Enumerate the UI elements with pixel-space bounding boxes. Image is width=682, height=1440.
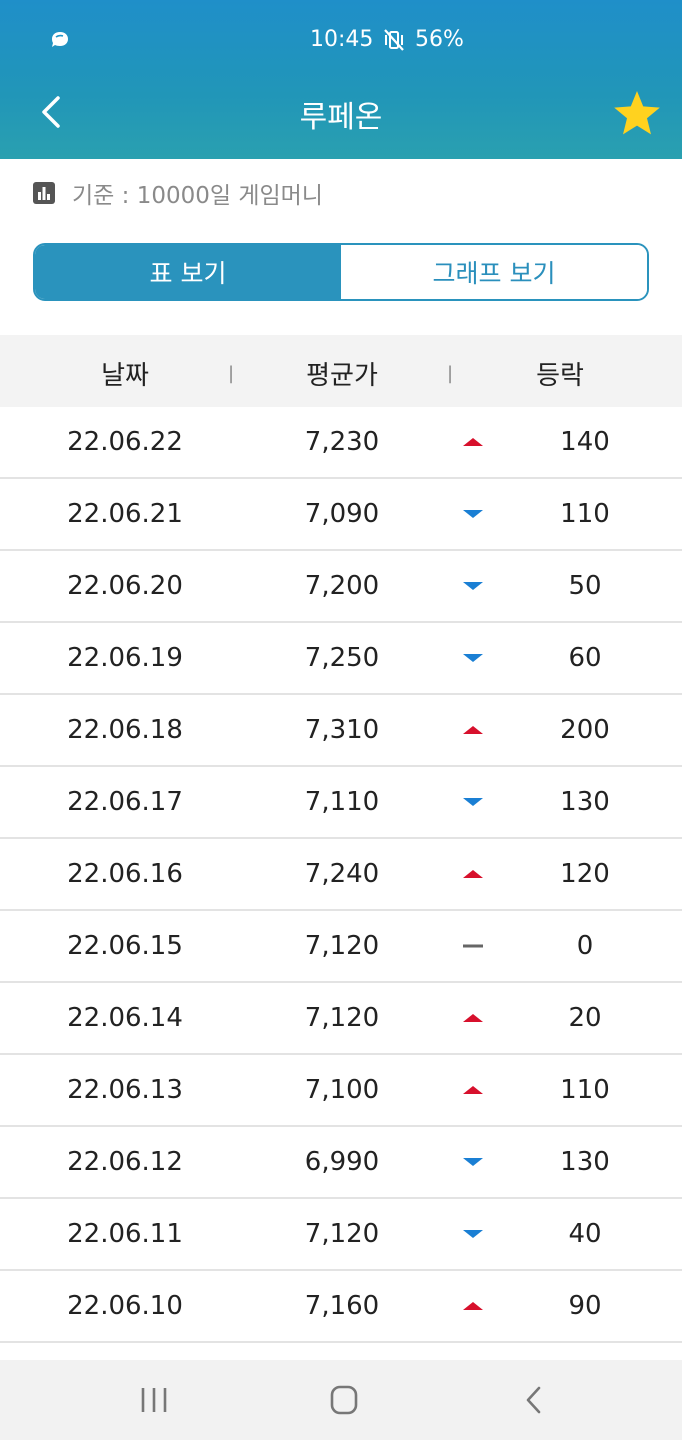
up-arrow-icon xyxy=(463,726,483,734)
table-row: 22.06.12 6,990 130 xyxy=(0,1127,682,1199)
back-button[interactable] xyxy=(30,88,78,136)
table-header: 날짜 | 평균가 | 등락 xyxy=(0,335,682,407)
up-arrow-icon xyxy=(463,438,483,446)
recent-apps-icon[interactable] xyxy=(134,1382,174,1418)
row-change: 110 xyxy=(560,499,610,529)
row-average-price: 7,110 xyxy=(304,787,380,817)
row-change: 0 xyxy=(576,931,594,961)
basis-info: 기준 : 10000일 게임머니 xyxy=(32,175,323,211)
table-row: 22.06.13 7,100 110 xyxy=(0,1055,682,1127)
row-change: 40 xyxy=(568,1219,602,1249)
row-average-price: 6,990 xyxy=(304,1147,380,1177)
row-date: 22.06.17 xyxy=(67,787,183,817)
row-change: 110 xyxy=(560,1075,610,1105)
row-change: 140 xyxy=(560,427,610,457)
row-date: 22.06.20 xyxy=(67,571,183,601)
star-icon xyxy=(614,91,660,135)
row-change: 200 xyxy=(560,715,610,745)
column-separator: | xyxy=(228,363,235,384)
back-nav-icon[interactable] xyxy=(514,1382,554,1418)
no-change-icon xyxy=(463,944,483,948)
price-table: 22.06.22 7,230 140 22.06.21 7,090 110 22.06.20… xyxy=(0,407,682,1343)
table-view-button[interactable]: 표 보기 xyxy=(35,245,341,299)
column-header-date: 날짜 xyxy=(101,361,149,391)
down-arrow-icon xyxy=(463,510,483,518)
row-change: 120 xyxy=(560,859,610,889)
battery-level: 56% xyxy=(415,27,464,52)
bar-chart-icon xyxy=(33,182,55,204)
row-average-price: 7,200 xyxy=(304,571,380,601)
row-change: 90 xyxy=(568,1291,602,1321)
row-average-price: 7,120 xyxy=(304,931,380,961)
row-change: 20 xyxy=(568,1003,602,1033)
up-arrow-icon xyxy=(463,1086,483,1094)
row-change: 130 xyxy=(560,1147,610,1177)
row-average-price: 7,240 xyxy=(304,859,380,889)
up-arrow-icon xyxy=(463,870,483,878)
basis-text: 기준 : 10000일 게임머니 xyxy=(72,183,323,209)
row-date: 22.06.12 xyxy=(67,1147,183,1177)
column-header-average: 평균가 xyxy=(306,361,378,391)
row-average-price: 7,160 xyxy=(304,1291,380,1321)
row-date: 22.06.11 xyxy=(67,1219,183,1249)
view-toggle: 표 보기 그래프 보기 xyxy=(33,243,649,301)
up-arrow-icon xyxy=(463,1302,483,1310)
table-row: 22.06.19 7,250 60 xyxy=(0,623,682,695)
row-average-price: 7,090 xyxy=(304,499,380,529)
row-date: 22.06.15 xyxy=(67,931,183,961)
favorite-button[interactable] xyxy=(612,88,662,138)
home-icon[interactable] xyxy=(324,1382,364,1418)
up-arrow-icon xyxy=(463,1014,483,1022)
status-bar: 10:45 56% xyxy=(0,0,682,80)
row-date: 22.06.16 xyxy=(67,859,183,889)
row-change: 130 xyxy=(560,787,610,817)
table-row: 22.06.20 7,200 50 xyxy=(0,551,682,623)
column-separator: | xyxy=(447,363,454,384)
row-date: 22.06.21 xyxy=(67,499,183,529)
down-arrow-icon xyxy=(463,1230,483,1238)
chevron-left-icon xyxy=(42,96,60,128)
row-average-price: 7,250 xyxy=(304,643,380,673)
table-row: 22.06.22 7,230 140 xyxy=(0,407,682,479)
column-header-change: 등락 xyxy=(536,361,584,391)
table-row: 22.06.17 7,110 130 xyxy=(0,767,682,839)
system-nav-bar xyxy=(0,1360,682,1440)
graph-view-button[interactable]: 그래프 보기 xyxy=(341,245,647,299)
status-time: 10:45 xyxy=(310,27,374,52)
row-change: 60 xyxy=(568,643,602,673)
row-date: 22.06.18 xyxy=(67,715,183,745)
down-arrow-icon xyxy=(463,582,483,590)
row-average-price: 7,120 xyxy=(304,1003,380,1033)
row-average-price: 7,120 xyxy=(304,1219,380,1249)
table-row: 22.06.11 7,120 40 xyxy=(0,1199,682,1271)
page-title: 루페온 xyxy=(299,100,383,135)
row-date: 22.06.13 xyxy=(67,1075,183,1105)
row-average-price: 7,310 xyxy=(304,715,380,745)
table-row: 22.06.14 7,120 20 xyxy=(0,983,682,1055)
down-arrow-icon xyxy=(463,798,483,806)
down-arrow-icon xyxy=(463,1158,483,1166)
down-arrow-icon xyxy=(463,654,483,662)
table-row: 22.06.10 7,160 90 xyxy=(0,1271,682,1343)
mute-vibrate-icon xyxy=(384,29,404,51)
table-row: 22.06.15 7,120 0 xyxy=(0,911,682,983)
row-date: 22.06.22 xyxy=(67,427,183,457)
table-row: 22.06.16 7,240 120 xyxy=(0,839,682,911)
chat-bubble-icon xyxy=(52,32,68,47)
table-row: 22.06.21 7,090 110 xyxy=(0,479,682,551)
app-header: 10:45 56% 루페온 xyxy=(0,0,682,159)
row-date: 22.06.10 xyxy=(67,1291,183,1321)
table-row: 22.06.18 7,310 200 xyxy=(0,695,682,767)
row-date: 22.06.19 xyxy=(67,643,183,673)
row-average-price: 7,230 xyxy=(304,427,380,457)
row-average-price: 7,100 xyxy=(304,1075,380,1105)
row-date: 22.06.14 xyxy=(67,1003,183,1033)
row-change: 50 xyxy=(568,571,602,601)
